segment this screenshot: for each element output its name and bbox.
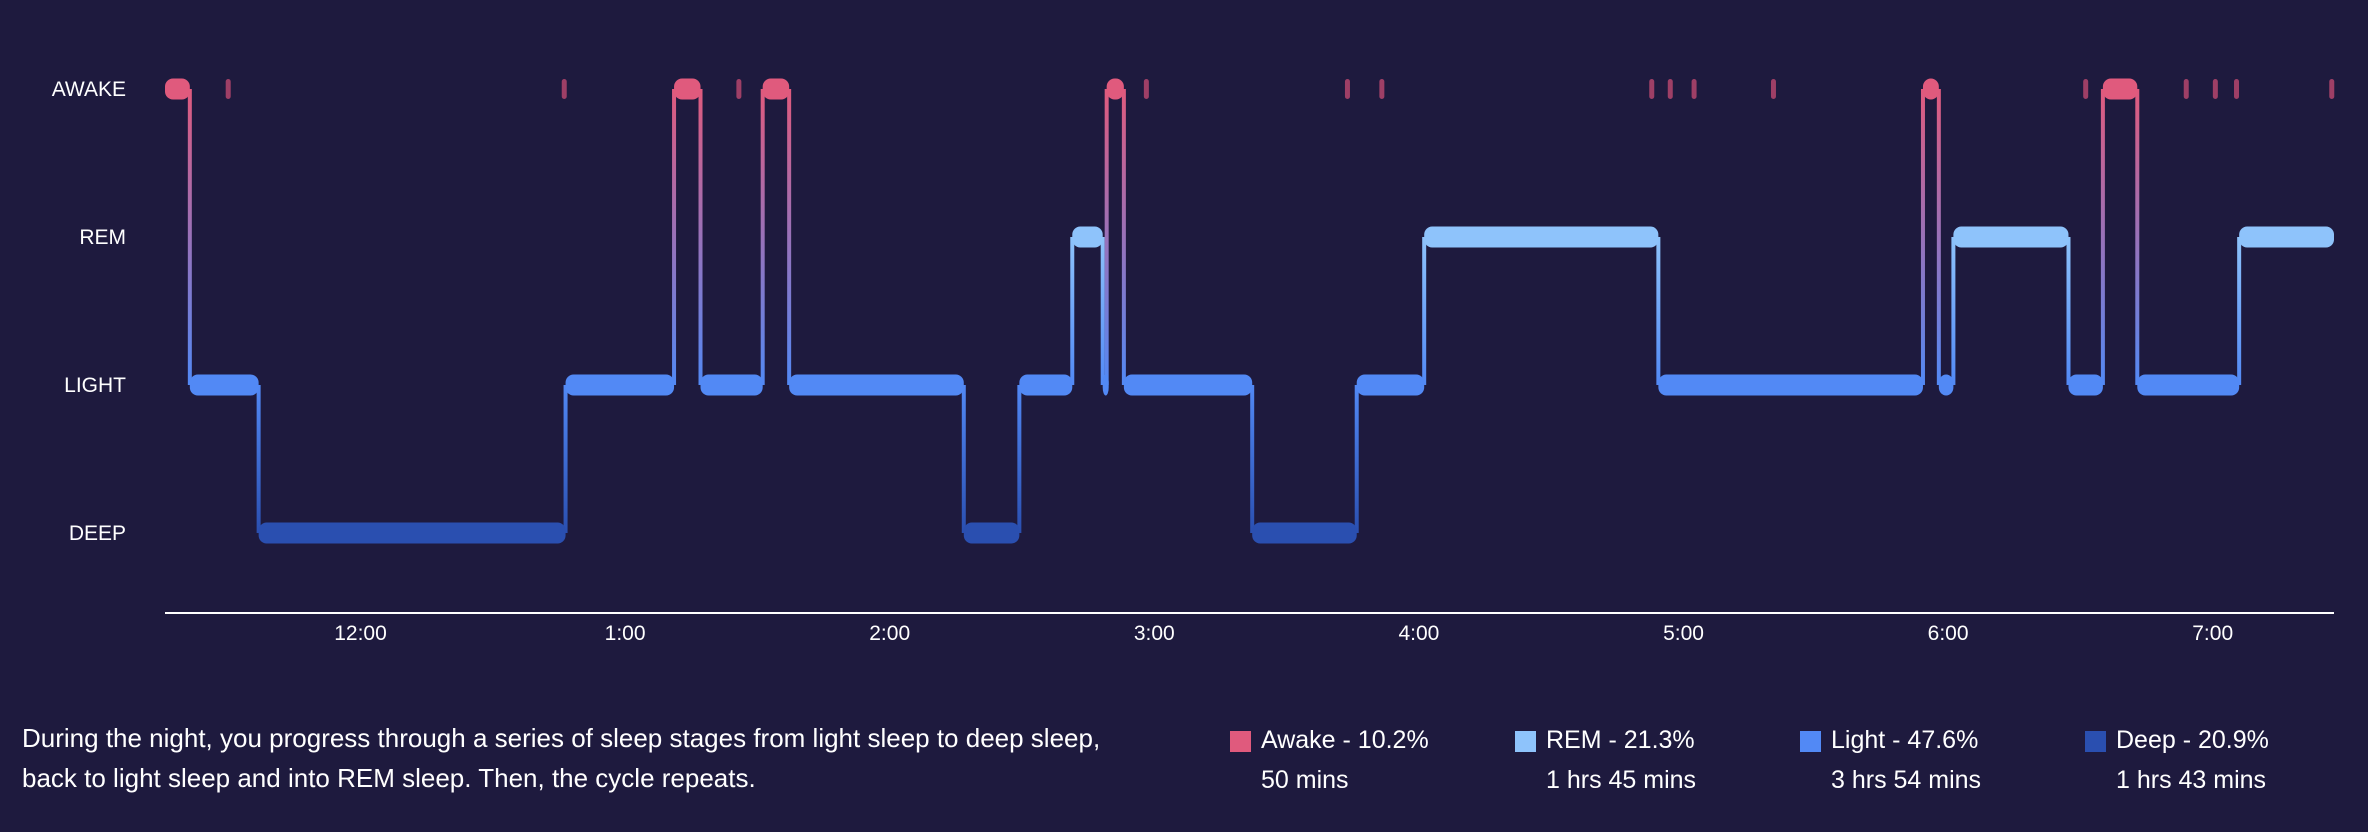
sleep-segment-light	[1938, 374, 1954, 396]
brief-awakening-mark	[2083, 79, 2089, 99]
awake-legend-swatch	[1230, 731, 1251, 752]
sleep-segment-light	[2068, 374, 2103, 396]
legend-duration-awake: 50 mins	[1261, 766, 1349, 794]
stage-transition-line	[2066, 237, 2071, 385]
stage-transition-line	[1920, 89, 1925, 385]
stage-transition-line	[1070, 237, 1075, 385]
stage-label-awake: AWAKE	[52, 78, 126, 101]
brief-awakening-marks	[225, 79, 2335, 99]
brief-awakening-mark	[1649, 79, 1655, 99]
sleep-segment-rem	[1424, 226, 1659, 248]
stage-transition-lines	[187, 89, 2242, 533]
brief-awakening-mark	[1770, 79, 1776, 99]
x-tick-labels: 12:00 1:00 2:00 3:00 4:00 5:00 6:00 7:00	[334, 622, 2233, 645]
brief-awakening-mark	[1379, 79, 1385, 99]
stage-transition-line	[563, 385, 568, 533]
legend-label-light: Light - 47.6%	[1831, 726, 1979, 754]
sleep-segment-light	[189, 374, 259, 396]
brief-awakening-mark	[561, 79, 567, 99]
brief-awakening-mark	[736, 79, 742, 99]
legend-label-rem: REM - 21.3%	[1546, 726, 1695, 754]
x-tick-label: 6:00	[1928, 622, 1969, 645]
stage-transition-line	[1422, 237, 1427, 385]
sleep-segment-rem	[1072, 226, 1103, 248]
sleep-segment-light	[1356, 374, 1425, 396]
stage-transition-line	[2135, 89, 2140, 385]
brief-awakening-mark	[2234, 79, 2240, 99]
sleep-segment-light	[1019, 374, 1073, 396]
x-tick-label: 7:00	[2192, 622, 2233, 645]
stage-transition-line	[961, 385, 966, 533]
x-tick-label: 4:00	[1398, 622, 1439, 645]
stage-label-rem: REM	[79, 226, 126, 249]
brief-awakening-mark	[2183, 79, 2189, 99]
stage-transition-line	[187, 89, 192, 385]
sleep-segment-light	[2137, 374, 2240, 396]
sleep-segment-awake	[762, 78, 790, 100]
sleep-segment-rem	[2239, 226, 2334, 248]
sleep-segment-light	[1123, 374, 1253, 396]
stage-transition-line	[256, 385, 261, 533]
sleep-segment-deep	[1252, 522, 1357, 544]
stage-labels: AWAKE REM LIGHT DEEP	[52, 78, 126, 545]
sleep-segment-light	[565, 374, 675, 396]
stage-transition-line	[1250, 385, 1255, 533]
x-tick-label: 3:00	[1134, 622, 1175, 645]
brief-awakening-mark	[1344, 79, 1350, 99]
light-legend-swatch	[1800, 731, 1821, 752]
stage-label-light: LIGHT	[64, 374, 126, 397]
stage-transition-line	[698, 89, 703, 385]
sleep-stages-description: During the night, you progress through a…	[22, 723, 1101, 793]
stage-transition-line	[1100, 237, 1105, 385]
stage-transition-line	[1104, 89, 1109, 385]
sleep-segment-awake	[1106, 78, 1124, 100]
brief-awakening-mark	[1667, 79, 1673, 99]
stage-transition-line	[1017, 385, 1022, 533]
sleep-stages-chart: AWAKE REM LIGHT DEEP 12:00 1:00 2:00 3:00 4:00 5…	[52, 78, 2335, 645]
sleep-segment-deep	[963, 522, 1020, 544]
sleep-segment-rem	[1953, 226, 2069, 248]
stage-transition-line	[1951, 237, 1956, 385]
sleep-segment-awake	[1922, 78, 1939, 100]
x-tick-label: 2:00	[869, 622, 910, 645]
sleep-segment-light	[1658, 374, 1923, 396]
sleep-segment-awake	[2102, 78, 2138, 100]
stage-transition-line	[1121, 89, 1126, 385]
stage-transition-line	[2237, 237, 2242, 385]
stage-transition-line	[1354, 385, 1359, 533]
x-tick-label: 1:00	[605, 622, 646, 645]
stage-label-deep: DEEP	[69, 522, 126, 545]
stage-transition-line	[787, 89, 792, 385]
legend-duration-deep: 1 hrs 43 mins	[2116, 766, 2267, 794]
brief-awakening-mark	[2212, 79, 2218, 99]
sleep-segment-light	[1102, 374, 1109, 396]
legend-label-deep: Deep - 20.9%	[2116, 726, 2269, 754]
stage-transition-line	[1656, 237, 1661, 385]
brief-awakening-mark	[2329, 79, 2335, 99]
sleep-segment-deep	[258, 522, 566, 544]
stage-segments	[165, 78, 2334, 544]
sleep-segment-awake	[165, 78, 190, 100]
stage-transition-line	[672, 89, 677, 385]
brief-awakening-mark	[1143, 79, 1149, 99]
stage-transition-line	[1936, 89, 1941, 385]
brief-awakening-mark	[225, 79, 231, 99]
x-tick-label: 12:00	[334, 622, 387, 645]
x-tick-label: 5:00	[1663, 622, 1704, 645]
stage-transition-line	[760, 89, 765, 385]
deep-legend-swatch	[2085, 731, 2106, 752]
legend-label-awake: Awake - 10.2%	[1261, 726, 1429, 754]
legend-duration-rem: 1 hrs 45 mins	[1546, 766, 1697, 794]
rem-legend-swatch	[1515, 731, 1536, 752]
legend-duration-light: 3 hrs 54 mins	[1831, 766, 1982, 794]
sleep-segment-awake	[674, 78, 701, 100]
brief-awakening-mark	[1691, 79, 1697, 99]
stage-transition-line	[2100, 89, 2105, 385]
sleep-segment-light	[700, 374, 763, 396]
sleep-segment-light	[789, 374, 964, 396]
